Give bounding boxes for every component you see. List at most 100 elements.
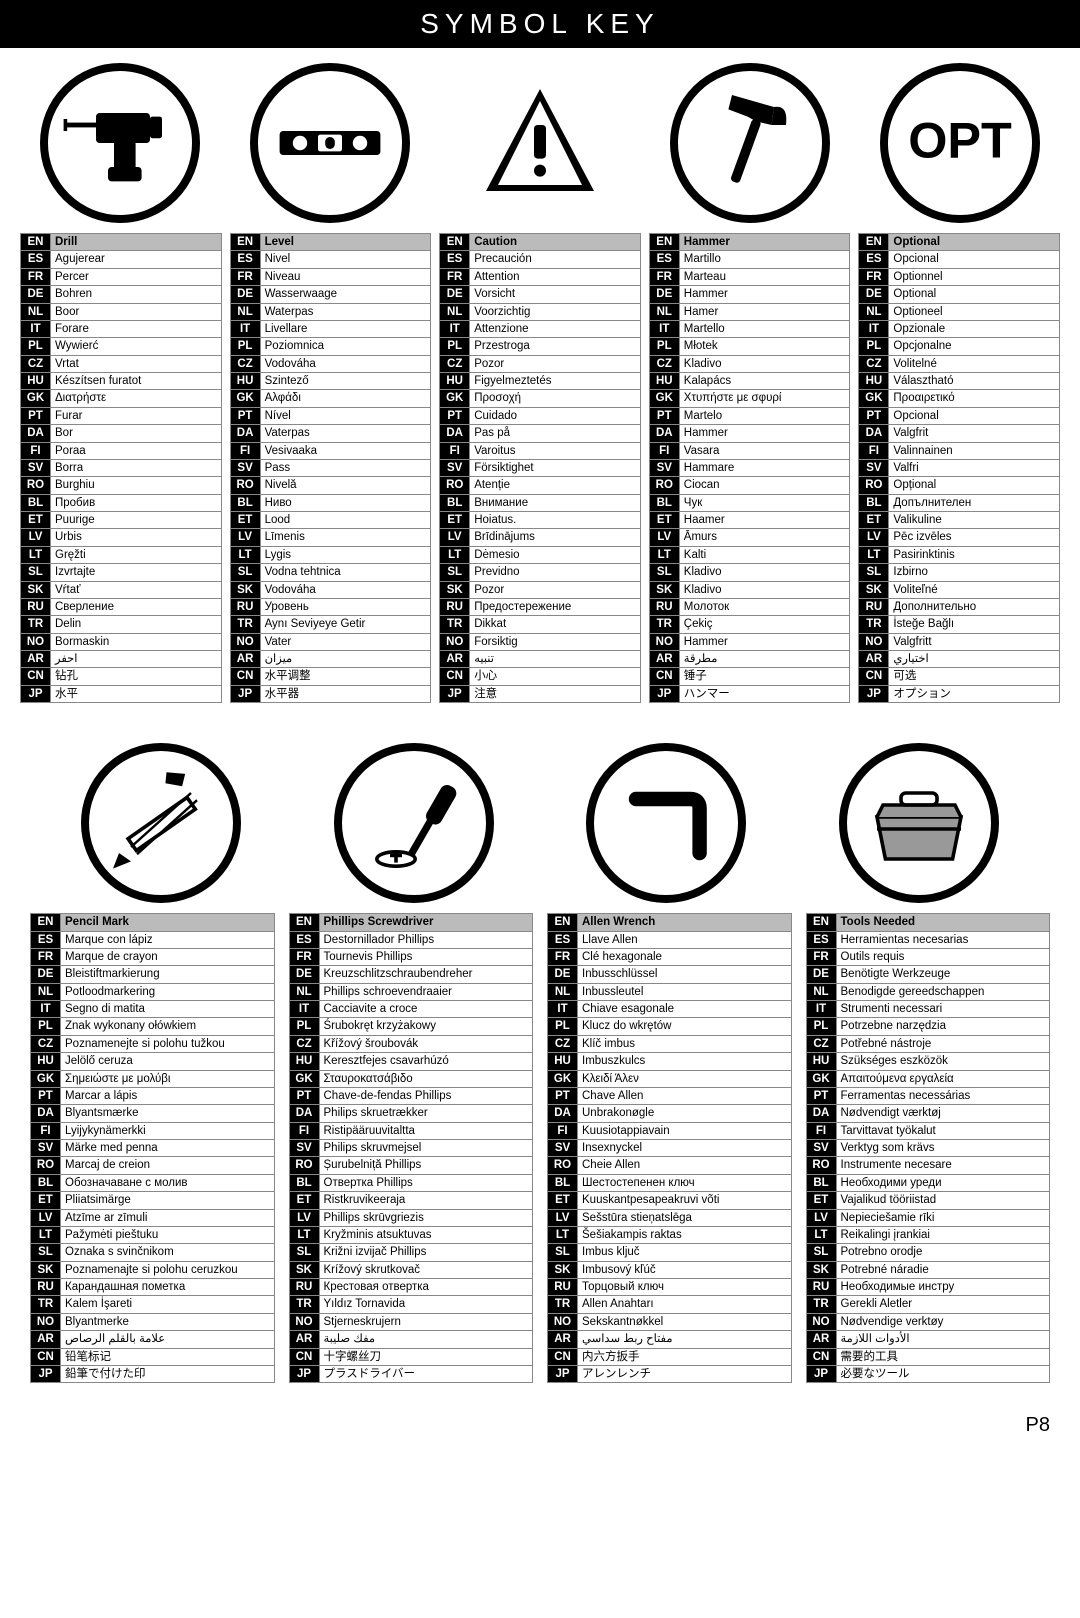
translation-label: Volitelné <box>889 355 1060 372</box>
translation-label: Ciocan <box>679 477 850 494</box>
lang-code: PT <box>859 407 889 424</box>
translation-label: Klíč imbus <box>578 1035 792 1052</box>
lang-code: JP <box>230 685 260 702</box>
translation-label: Valgfrit <box>889 425 1060 442</box>
svg-text:OPT: OPT <box>908 111 1012 168</box>
translation-label: Szintező <box>260 373 431 390</box>
bottom-tables-row: ENPencil MarkESMarque con lápizFRMarque … <box>0 913 1080 1408</box>
translation-label: Kuuskantpesapeakruvi võti <box>578 1192 792 1209</box>
translation-label: علامة بالقلم الرصاص <box>61 1331 275 1348</box>
translation-label: Oznaka s svinčnikom <box>61 1244 275 1261</box>
lang-code: CN <box>21 668 51 685</box>
translation-label: Молоток <box>679 598 850 615</box>
lang-code: LT <box>859 546 889 563</box>
lang-code: IT <box>548 1001 578 1018</box>
lang-code: PT <box>289 1087 319 1104</box>
translation-label: Poznamenajte si polohu ceruzkou <box>61 1261 275 1278</box>
lang-code: TR <box>21 616 51 633</box>
lang-code: TR <box>440 616 470 633</box>
lang-code: SK <box>649 581 679 598</box>
translation-label: Tarvittavat työkalut <box>836 1122 1050 1139</box>
translation-label: Valikuline <box>889 512 1060 529</box>
lang-code: TR <box>859 616 889 633</box>
pencil-icon <box>81 743 241 903</box>
lang-code: ET <box>859 512 889 529</box>
lang-code: NL <box>806 983 836 1000</box>
lang-code: NO <box>230 633 260 650</box>
translation-label: Pliiatsimärge <box>61 1192 275 1209</box>
lang-code: DE <box>230 286 260 303</box>
lang-code: TR <box>649 616 679 633</box>
translation-label: Keresztfejes csavarhúzó <box>319 1053 533 1070</box>
lang-code: TR <box>806 1296 836 1313</box>
lang-code: PT <box>230 407 260 424</box>
lang-code: AR <box>21 651 51 668</box>
lang-code: AR <box>440 651 470 668</box>
translation-label: Varoitus <box>470 442 641 459</box>
translation-table: ENOptionalESOpcionalFROptionnelDEOptiona… <box>858 233 1060 703</box>
lang-code: NL <box>548 983 578 1000</box>
lang-code: JP <box>649 685 679 702</box>
lang-code: HU <box>548 1053 578 1070</box>
lang-code: EN <box>649 234 679 251</box>
translation-label: Cacciavite a croce <box>319 1001 533 1018</box>
lang-code: LV <box>859 529 889 546</box>
translation-label: Level <box>260 234 431 251</box>
translation-label: Marque con lápiz <box>61 931 275 948</box>
lang-code: NL <box>649 303 679 320</box>
lang-code: SK <box>21 581 51 598</box>
translation-label: Wywierć <box>51 338 222 355</box>
translation-label: Opțional <box>889 477 1060 494</box>
translation-label: Választható <box>889 373 1060 390</box>
translation-label: Waterpas <box>260 303 431 320</box>
translation-label: Nepieciešamie rīki <box>836 1209 1050 1226</box>
lang-code: LV <box>548 1209 578 1226</box>
translation-label: Marque de crayon <box>61 948 275 965</box>
lang-code: SL <box>649 564 679 581</box>
lang-code: PL <box>440 338 470 355</box>
top-tables-row: ENDrillESAgujerearFRPercerDEBohrenNLBoor… <box>0 233 1080 728</box>
translation-label: Outils requis <box>836 948 1050 965</box>
lang-code: PT <box>548 1087 578 1104</box>
translation-table: ENAllen WrenchESLlave AllenFRClé hexagon… <box>547 913 792 1383</box>
translation-label: Optioneel <box>889 303 1060 320</box>
translation-label: Sekskantnøkkel <box>578 1313 792 1330</box>
translation-label: Hammer <box>679 234 850 251</box>
translation-label: Chave Allen <box>578 1087 792 1104</box>
translation-label: Yıldız Tornavida <box>319 1296 533 1313</box>
translation-table: ENLevelESNivelFRNiveauDEWasserwaageNLWat… <box>230 233 432 703</box>
translation-label: Készítsen furatot <box>51 373 222 390</box>
translation-label: Livellare <box>260 320 431 337</box>
translation-label: Voorzichtig <box>470 303 641 320</box>
lang-code: BL <box>289 1174 319 1191</box>
translation-label: Haamer <box>679 512 850 529</box>
lang-code: IT <box>289 1001 319 1018</box>
lang-code: CZ <box>21 355 51 372</box>
translation-label: Opcional <box>889 407 1060 424</box>
lang-code: NO <box>649 633 679 650</box>
lang-code: DA <box>21 425 51 442</box>
translation-label: Σημειώστε με μολύβι <box>61 1070 275 1087</box>
lang-code: LV <box>806 1209 836 1226</box>
lang-code: LV <box>440 529 470 546</box>
translation-label: Dėmesio <box>470 546 641 563</box>
lang-code: SL <box>859 564 889 581</box>
lang-code: NO <box>440 633 470 650</box>
translation-label: Kalem İşareti <box>61 1296 275 1313</box>
lang-code: DA <box>806 1105 836 1122</box>
lang-code: TR <box>548 1296 578 1313</box>
lang-code: SV <box>548 1140 578 1157</box>
lang-code: DE <box>859 286 889 303</box>
translation-label: الأدوات اللازمة <box>836 1331 1050 1348</box>
lang-code: SK <box>31 1261 61 1278</box>
lang-code: RU <box>21 598 51 615</box>
lang-code: SK <box>806 1261 836 1278</box>
translation-label: احفر <box>51 651 222 668</box>
lang-code: IT <box>649 320 679 337</box>
translation-label: Сверление <box>51 598 222 615</box>
lang-code: BL <box>649 494 679 511</box>
lang-code: SV <box>440 459 470 476</box>
lang-code: NO <box>31 1313 61 1330</box>
lang-code: NL <box>440 303 470 320</box>
lang-code: BL <box>440 494 470 511</box>
